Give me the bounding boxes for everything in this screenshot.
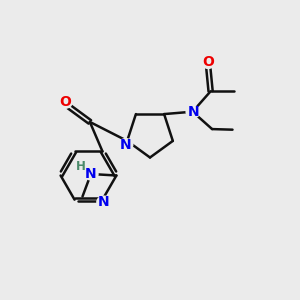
Text: O: O — [59, 95, 71, 110]
Text: O: O — [202, 56, 214, 70]
Ellipse shape — [83, 167, 99, 181]
Ellipse shape — [200, 56, 216, 69]
Text: N: N — [120, 137, 131, 152]
Text: N: N — [85, 167, 97, 181]
Text: N: N — [98, 195, 110, 209]
Ellipse shape — [185, 105, 201, 118]
Text: N: N — [188, 105, 199, 119]
Text: H: H — [76, 160, 86, 173]
Ellipse shape — [57, 96, 73, 109]
Ellipse shape — [118, 138, 134, 151]
Ellipse shape — [96, 196, 112, 209]
